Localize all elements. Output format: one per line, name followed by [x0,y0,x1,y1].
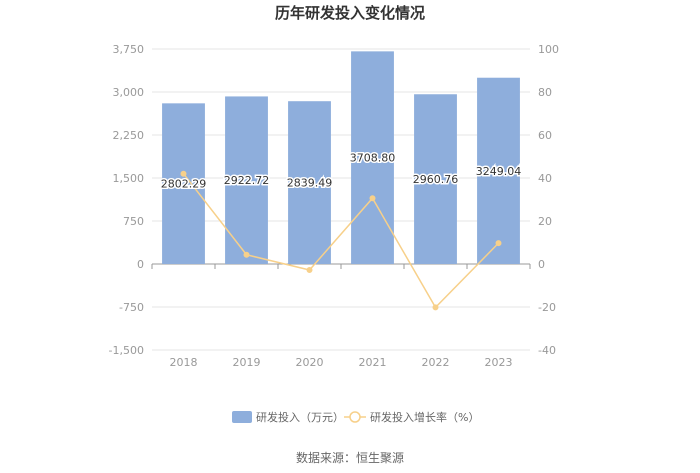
bar [162,103,205,264]
growth-line [182,173,500,309]
legend-bar-swatch [232,411,252,423]
x-tick-label: 2018 [170,356,198,369]
left-tick-label: -1,500 [109,344,144,357]
bar-data-label: 2839.49 [287,177,333,190]
growth-point [243,251,250,258]
legend-item-line[interactable]: 研发投入增长率（%） [344,410,479,424]
legend: 研发投入（万元） 研发投入增长率（%） [232,410,479,424]
left-tick-label: 3,750 [113,43,145,56]
chart-title: 历年研发投入变化情况 [275,4,425,22]
bar [477,77,520,264]
right-tick-label: 40 [538,172,552,185]
bar [414,94,457,265]
right-tick-label: -20 [538,301,556,314]
right-tick-label: 100 [538,43,559,56]
right-axis: -40 -20 0 20 40 60 80 100 [538,43,559,357]
growth-point [432,304,439,311]
bar-data-label: 2802.29 [161,178,207,191]
gridlines [152,48,530,351]
bar-data-label: 2960.76 [413,173,459,186]
growth-point [180,170,187,177]
bar-data-labels: 2802.29 2922.72 2839.49 3708.80 2960.76 3249.… [159,150,523,192]
growth-point [306,267,313,274]
x-axis: 2018 2019 2020 2021 2022 2023 [151,263,531,369]
left-tick-label: -750 [119,301,144,314]
x-tick-label: 2021 [359,356,387,369]
right-tick-label: 80 [538,86,552,99]
bar-data-label: 3249.04 [476,165,522,178]
right-tick-label: 60 [538,129,552,142]
x-tick-label: 2020 [296,356,324,369]
left-tick-label: 750 [123,215,144,228]
left-axis: -1,500 -750 0 750 1,500 2,250 3,000 3,750 [109,43,144,357]
bar [288,101,331,264]
legend-bar-label: 研发投入（万元） [256,410,344,424]
bar-data-label: 3708.80 [350,152,396,165]
x-tick-label: 2019 [233,356,261,369]
line-series [180,170,502,311]
legend-line-marker [349,411,361,423]
right-tick-label: 20 [538,215,552,228]
x-tick-label: 2022 [422,356,450,369]
left-tick-label: 1,500 [113,172,145,185]
right-tick-label: 0 [538,258,545,271]
growth-point [495,240,502,247]
bar-series [162,51,520,265]
source-note: 数据来源：恒生聚源 [296,450,404,465]
bar [351,51,394,264]
left-tick-label: 3,000 [113,86,145,99]
growth-point [369,195,376,202]
legend-line-label: 研发投入增长率（%） [370,410,479,424]
right-tick-label: -40 [538,344,556,357]
bar-data-label: 2922.72 [224,174,270,187]
left-tick-label: 2,250 [113,129,145,142]
legend-item-bar[interactable]: 研发投入（万元） [232,410,344,424]
left-tick-label: 0 [137,258,144,271]
x-tick-label: 2023 [485,356,513,369]
